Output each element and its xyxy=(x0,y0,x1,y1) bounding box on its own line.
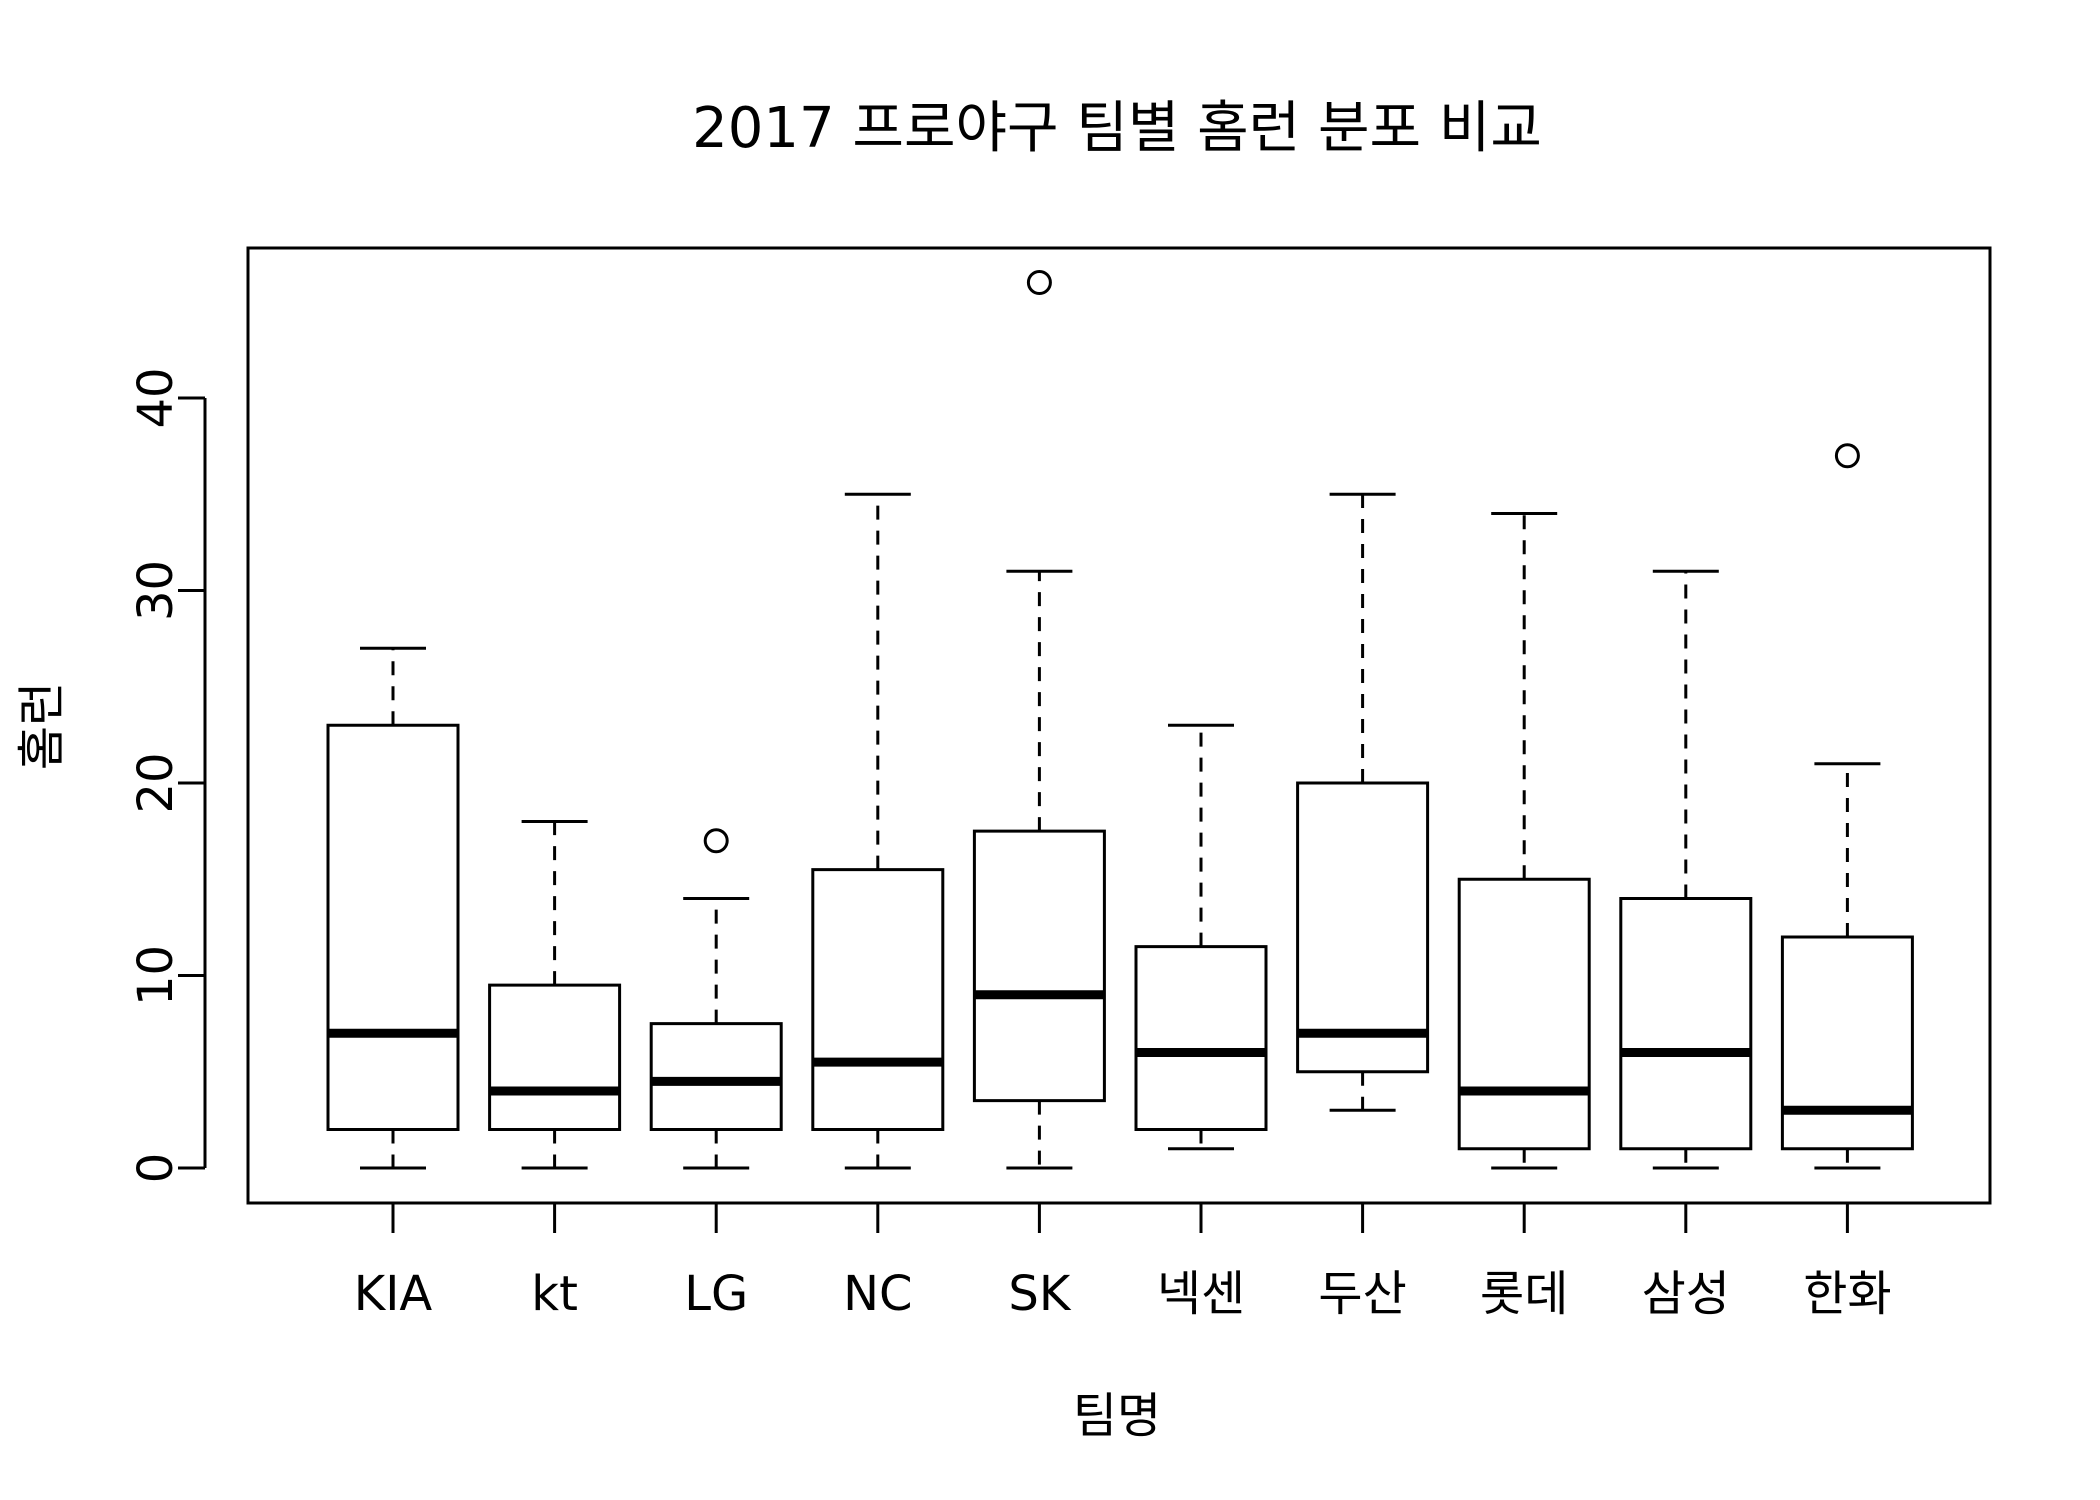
outlier-point xyxy=(703,828,729,854)
box-kt xyxy=(488,820,622,1170)
iqr-box xyxy=(1134,945,1268,1131)
iqr-box xyxy=(488,983,622,1131)
box-삼성 xyxy=(1619,569,1753,1170)
y-axis-title: 홈런 xyxy=(14,682,70,770)
y-tick-label: 0 xyxy=(128,1153,184,1184)
x-tick-label: 롯데 xyxy=(1480,1266,1568,1322)
x-tick-label: kt xyxy=(531,1266,578,1322)
box-한화 xyxy=(1780,443,1914,1170)
box-두산 xyxy=(1296,492,1430,1112)
iqr-box xyxy=(1296,781,1430,1074)
outlier-point xyxy=(1834,443,1860,469)
box-넥센 xyxy=(1134,723,1268,1151)
outlier-point xyxy=(1026,270,1052,295)
y-axis: 0 10 20 30 40 xyxy=(128,367,207,1184)
iqr-box xyxy=(1619,897,1753,1151)
x-axis: KIA kt LG NC SK 넥센 두산 롯데 삼성 한화 xyxy=(354,1203,1892,1322)
y-tick-label: 20 xyxy=(128,752,184,813)
x-tick-label: KIA xyxy=(354,1266,433,1322)
iqr-box xyxy=(1457,877,1591,1151)
iqr-box xyxy=(649,1022,783,1131)
x-tick-label: SK xyxy=(1008,1266,1071,1322)
iqr-box xyxy=(972,829,1106,1103)
x-tick-label: 삼성 xyxy=(1642,1266,1730,1322)
iqr-box xyxy=(1780,935,1914,1151)
box-SK xyxy=(972,270,1106,1170)
x-axis-title: 팀명 xyxy=(1073,1388,1161,1444)
x-tick-label: LG xyxy=(684,1266,748,1322)
x-tick-label: 두산 xyxy=(1318,1266,1406,1322)
y-tick-label: 30 xyxy=(128,560,184,621)
plot-area-border xyxy=(246,246,1992,1205)
box-KIA xyxy=(326,646,460,1170)
box-NC xyxy=(811,492,945,1170)
boxes-layer xyxy=(326,270,1914,1170)
y-tick-label: 10 xyxy=(128,945,184,1006)
x-tick-label: 한화 xyxy=(1803,1266,1891,1322)
x-tick-label: 넥센 xyxy=(1157,1266,1245,1322)
box-LG xyxy=(649,828,783,1170)
chart-title: 2017 프로야구 팀별 홈런 분포 비교 xyxy=(692,96,1542,161)
iqr-box xyxy=(811,868,945,1131)
y-tick-label: 40 xyxy=(128,367,184,428)
box-롯데 xyxy=(1457,512,1591,1170)
x-tick-label: NC xyxy=(843,1266,912,1322)
iqr-box xyxy=(326,723,460,1131)
